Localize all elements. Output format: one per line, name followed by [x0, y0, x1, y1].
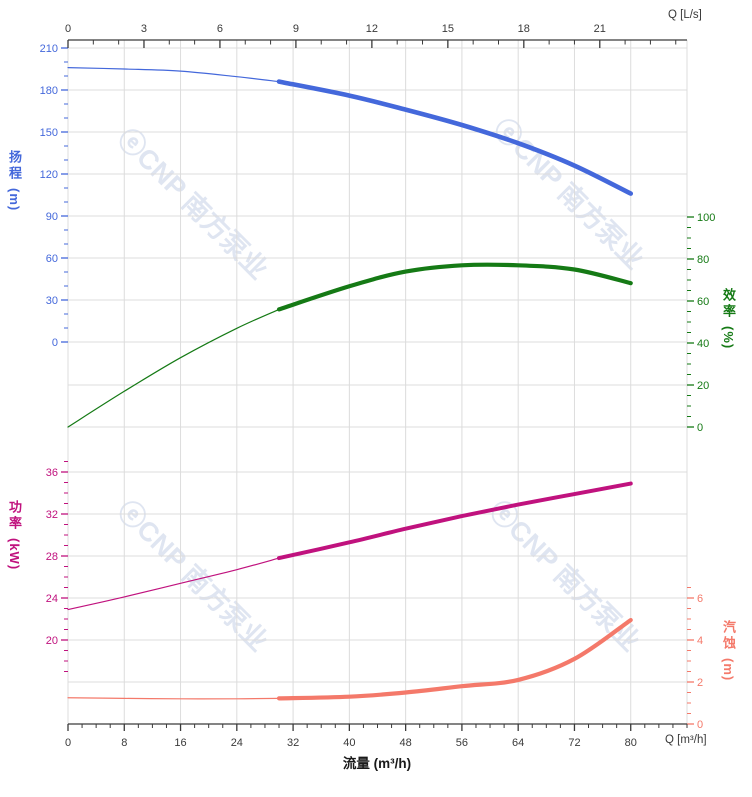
npsh-axis-label: 汽蚀: [721, 620, 736, 652]
head-axis-unit: (m): [7, 188, 22, 212]
svg-text:210: 210: [40, 43, 58, 55]
efficiency-axis-title: 效率 (%): [721, 288, 736, 350]
bottom-axis-ticks: 0 8 16 24 32 40 48 56 64 72 80: [65, 724, 688, 749]
svg-text:56: 56: [456, 737, 468, 749]
svg-text:90: 90: [46, 211, 58, 223]
svg-text:32: 32: [46, 509, 58, 521]
top-axis-ticks: 0 3 6 9 12 15 18 21: [65, 23, 677, 48]
svg-text:0: 0: [65, 23, 71, 35]
svg-text:ⓔCNP 南方泵业: ⓔCNP 南方泵业: [112, 494, 275, 657]
efficiency-axis-unit: (%): [721, 326, 736, 350]
npsh-curve: [67, 617, 633, 701]
svg-text:40: 40: [697, 338, 709, 350]
power-axis-label: 功率: [7, 500, 22, 532]
svg-text:0: 0: [65, 737, 71, 749]
svg-text:0: 0: [697, 422, 703, 434]
svg-text:8: 8: [121, 737, 127, 749]
svg-text:16: 16: [174, 737, 186, 749]
flow-axis-title: 流量 (m³/h): [342, 756, 412, 771]
svg-text:60: 60: [697, 296, 709, 308]
svg-text:36: 36: [46, 467, 58, 479]
svg-text:4: 4: [697, 635, 703, 647]
svg-text:80: 80: [697, 254, 709, 266]
svg-text:21: 21: [594, 23, 606, 35]
head-axis-title: 扬程 (m): [7, 150, 22, 212]
svg-text:3: 3: [141, 23, 147, 35]
svg-text:20: 20: [46, 635, 58, 647]
svg-text:6: 6: [697, 593, 703, 605]
svg-text:64: 64: [512, 737, 524, 749]
svg-text:6: 6: [217, 23, 223, 35]
head-axis-label: 扬程: [7, 150, 22, 182]
svg-text:100: 100: [697, 212, 715, 224]
svg-text:24: 24: [231, 737, 243, 749]
svg-text:32: 32: [287, 737, 299, 749]
power-axis-unit: (kW): [7, 538, 22, 571]
svg-text:72: 72: [568, 737, 580, 749]
power-curve: [67, 481, 633, 611]
svg-text:30: 30: [46, 295, 58, 307]
svg-text:24: 24: [46, 593, 58, 605]
gridlines: [67, 40, 688, 724]
svg-text:120: 120: [40, 169, 58, 181]
svg-text:18: 18: [518, 23, 530, 35]
svg-text:9: 9: [293, 23, 299, 35]
svg-text:ⓔCNP 南方泵业: ⓔCNP 南方泵业: [484, 494, 647, 657]
svg-text:28: 28: [46, 551, 58, 563]
svg-text:15: 15: [442, 23, 454, 35]
npsh-axis-title: 汽蚀 (m): [721, 620, 736, 682]
npsh-axis-unit: (m): [721, 658, 736, 682]
power-axis-title: 功率 (kW): [7, 500, 22, 571]
svg-text:ⓔCNP 南方泵业: ⓔCNP 南方泵业: [112, 122, 275, 285]
head-axis-ticks: 210 180 150 120 90 60 30 0: [40, 43, 68, 349]
svg-text:20: 20: [697, 380, 709, 392]
svg-text:2: 2: [697, 677, 703, 689]
head-curve: [67, 67, 634, 196]
efficiency-axis-ticks: 100 80 60 40 20 0: [687, 212, 715, 434]
svg-text:0: 0: [52, 337, 58, 349]
svg-text:48: 48: [400, 737, 412, 749]
svg-text:0: 0: [697, 719, 703, 731]
svg-text:80: 80: [625, 737, 637, 749]
svg-text:12: 12: [366, 23, 378, 35]
npsh-axis-ticks: 6 4 2 0: [687, 587, 703, 731]
svg-text:180: 180: [40, 85, 58, 97]
power-axis-ticks: 36 32 28 24 20: [46, 461, 68, 672]
svg-text:60: 60: [46, 253, 58, 265]
svg-text:150: 150: [40, 127, 58, 139]
top-axis-unit-label: Q [L/s]: [668, 9, 702, 21]
svg-text:40: 40: [343, 737, 355, 749]
bottom-axis-unit-label: Q [m³/h]: [665, 734, 707, 746]
eff-curve: [67, 262, 633, 428]
efficiency-axis-label: 效率: [721, 288, 736, 320]
